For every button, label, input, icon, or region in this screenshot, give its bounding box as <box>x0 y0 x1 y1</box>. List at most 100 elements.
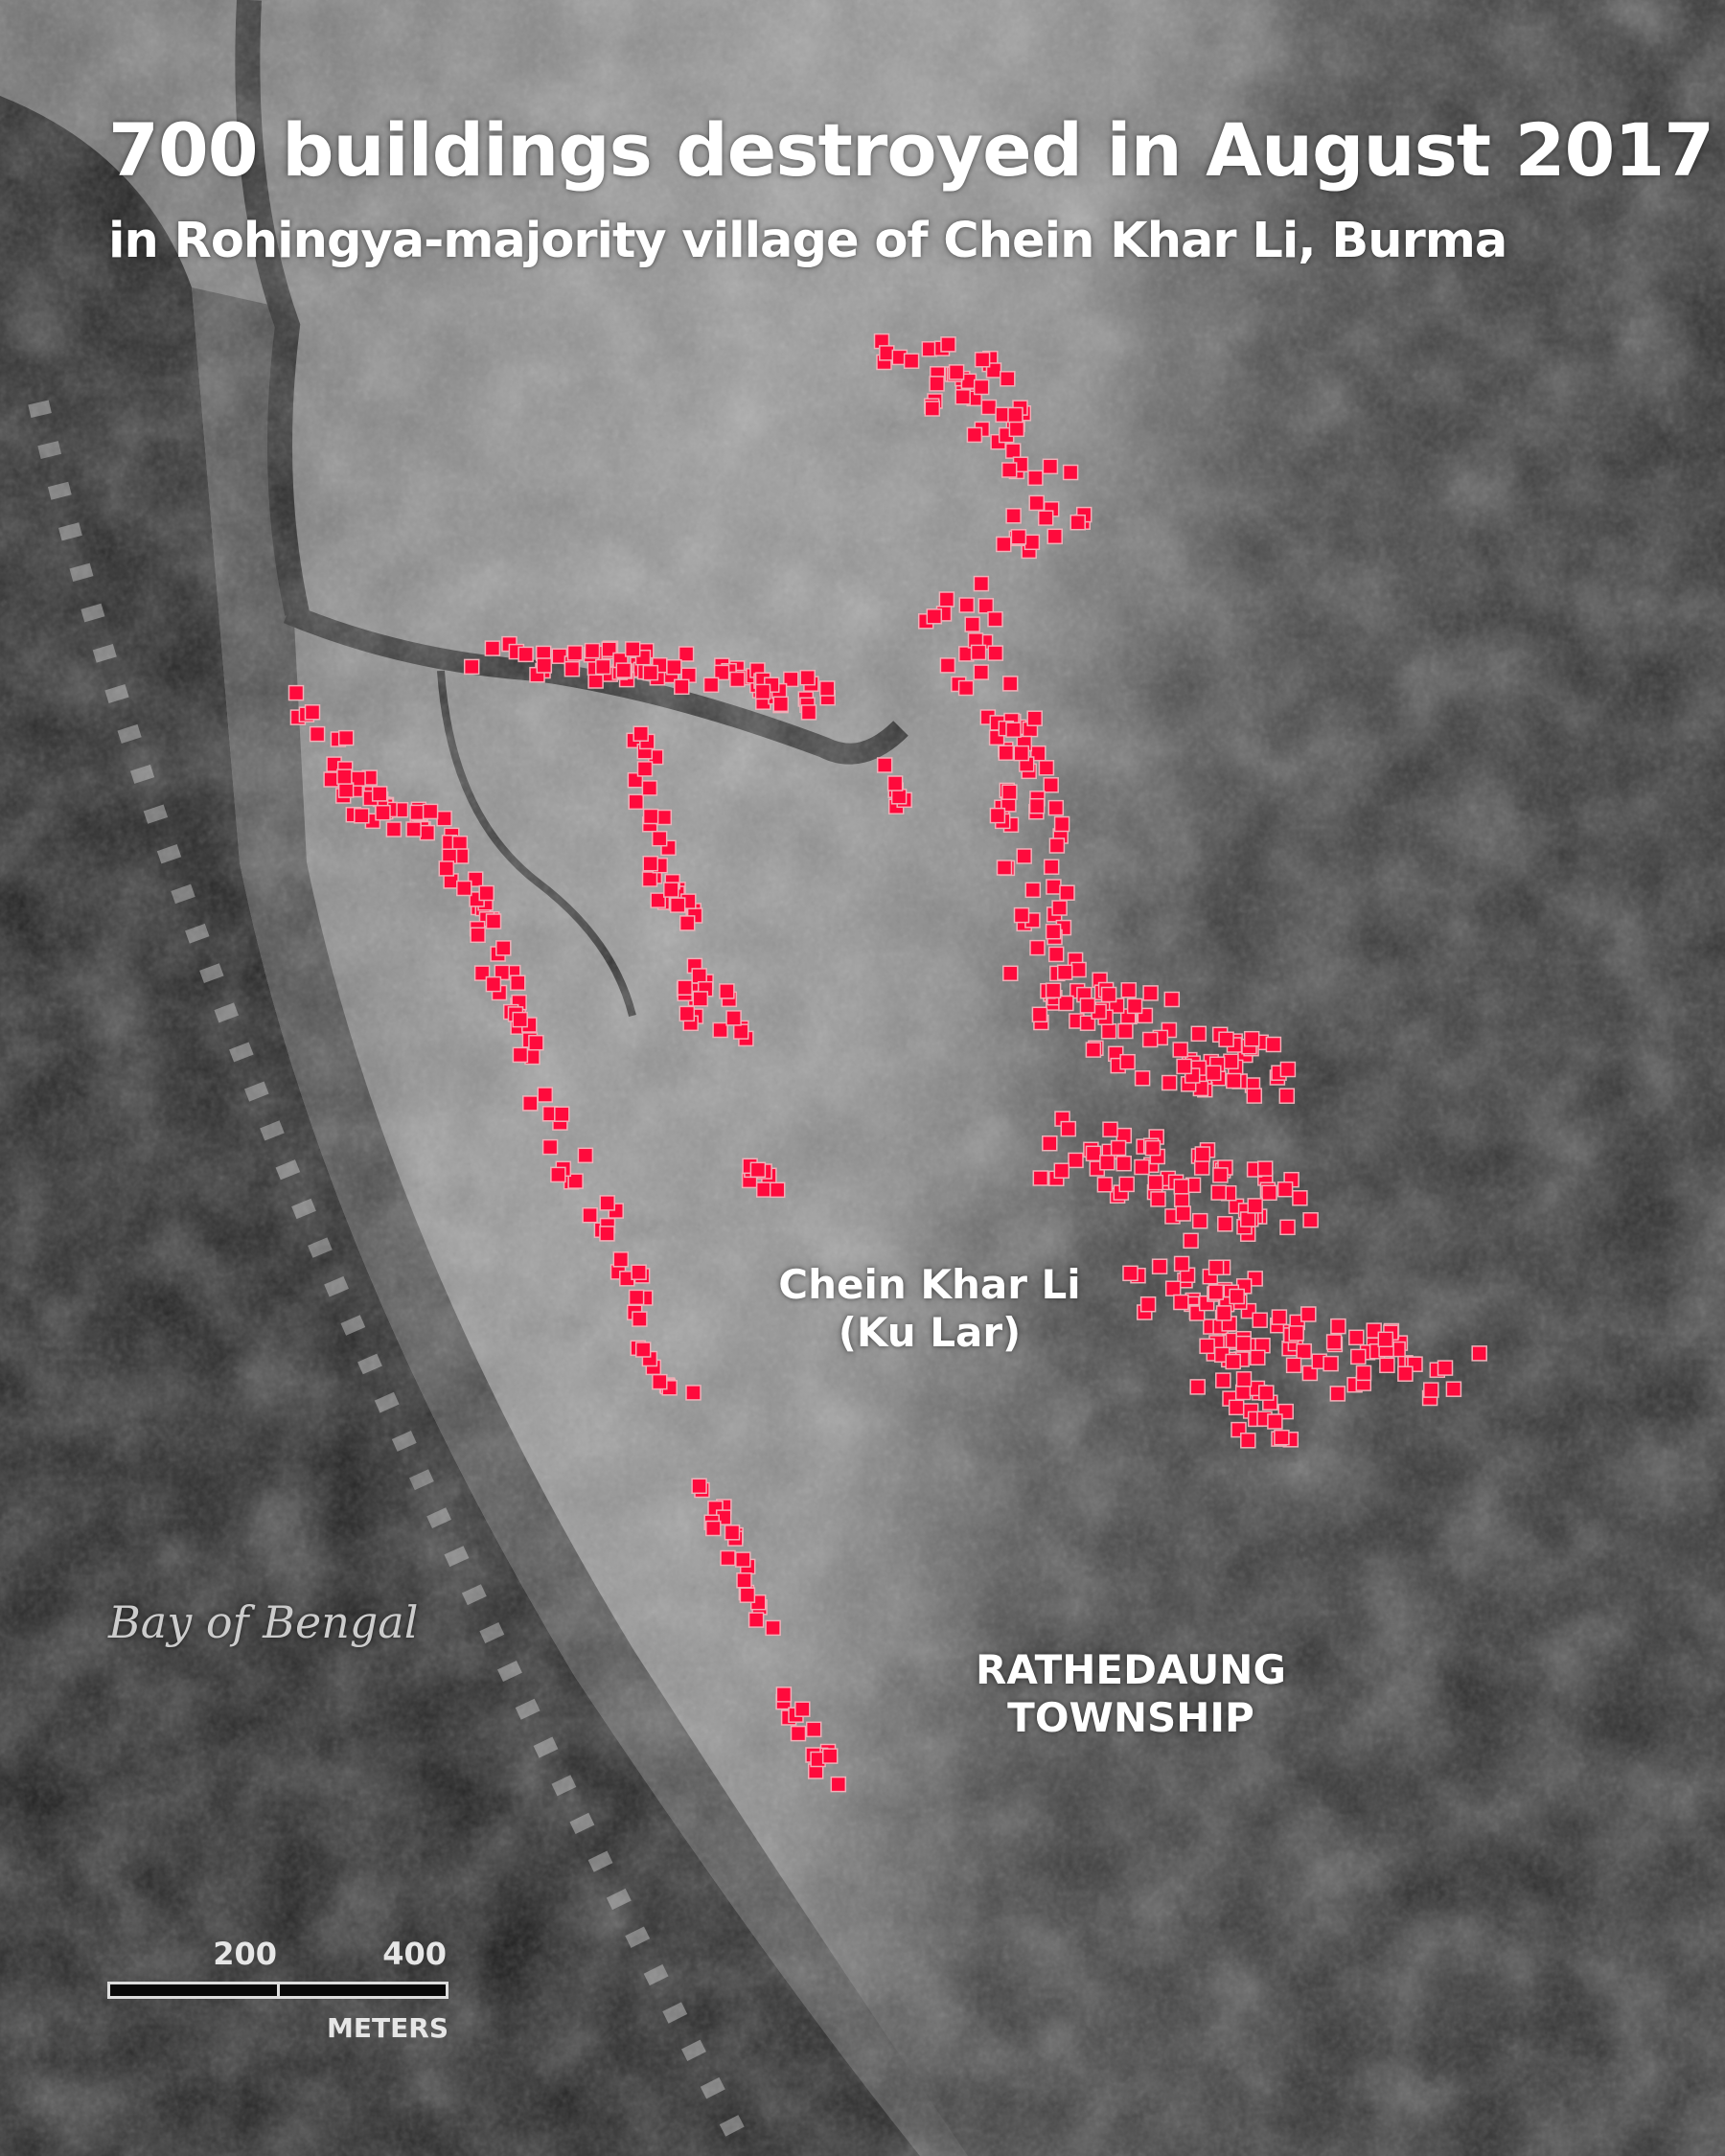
destroyed-building-marker <box>1134 1070 1151 1087</box>
destroyed-building-marker <box>958 597 976 613</box>
destroyed-building-marker <box>1126 998 1143 1015</box>
destroyed-building-marker <box>632 725 649 742</box>
destroyed-building-marker <box>1028 494 1045 512</box>
village-alt-name: (Ku Lar) <box>838 1309 1022 1356</box>
destroyed-building-marker <box>652 1373 668 1390</box>
destroyed-building-marker <box>924 401 941 417</box>
destroyed-building-marker <box>1099 1155 1116 1171</box>
destroyed-building-marker <box>1102 1121 1118 1137</box>
destroyed-building-marker <box>980 399 998 416</box>
destroyed-building-marker <box>974 352 991 368</box>
destroyed-building-marker <box>818 680 836 697</box>
destroyed-building-marker <box>1278 1088 1296 1104</box>
destroyed-building-marker <box>769 1181 786 1199</box>
destroyed-building-marker <box>1423 1382 1439 1398</box>
destroyed-building-marker <box>1161 1074 1178 1091</box>
township-line2: TOWNSHIP <box>1007 1694 1254 1741</box>
destroyed-building-marker <box>940 336 956 353</box>
destroyed-building-marker <box>438 860 455 877</box>
destroyed-building-marker <box>1208 1259 1225 1276</box>
destroyed-building-marker <box>470 927 486 944</box>
destroyed-building-marker <box>1445 1381 1462 1397</box>
destroyed-building-marker <box>522 1095 539 1112</box>
destroyed-building-marker <box>1056 964 1073 981</box>
destroyed-building-marker <box>1274 1429 1290 1446</box>
destroyed-building-marker <box>1279 1061 1297 1078</box>
destroyed-building-marker <box>582 1206 598 1224</box>
destroyed-building-marker <box>554 1106 570 1122</box>
destroyed-building-marker <box>1024 534 1041 551</box>
destroyed-building-marker <box>1120 982 1138 998</box>
map-title: 700 buildings destroyed in August 2017 <box>108 107 1714 193</box>
destroyed-building-marker <box>1053 815 1070 833</box>
township-line1: RATHEDAUNG <box>976 1646 1286 1693</box>
destroyed-building-marker <box>732 1023 749 1040</box>
destroyed-building-marker <box>1228 1399 1245 1416</box>
destroyed-building-marker <box>724 1525 741 1541</box>
destroyed-building-marker <box>612 1251 630 1268</box>
destroyed-building-marker <box>1215 1305 1232 1321</box>
destroyed-building-marker <box>685 1385 702 1401</box>
destroyed-building-marker <box>1208 1284 1225 1300</box>
destroyed-building-marker <box>1210 1184 1227 1201</box>
destroyed-building-marker <box>1250 1349 1266 1366</box>
destroyed-building-marker <box>926 608 943 625</box>
destroyed-building-marker <box>323 771 339 788</box>
destroyed-building-marker <box>1001 676 1019 692</box>
destroyed-building-marker <box>631 1264 647 1280</box>
destroyed-building-marker <box>678 1005 696 1022</box>
destroyed-building-marker <box>725 1010 742 1026</box>
destroyed-building-marker <box>678 646 695 662</box>
destroyed-building-marker <box>1029 939 1046 956</box>
destroyed-building-marker <box>495 940 512 956</box>
destroyed-building-marker <box>1265 1036 1282 1053</box>
destroyed-building-marker <box>987 645 1004 661</box>
destroyed-building-marker <box>830 1776 847 1793</box>
destroyed-building-marker <box>1164 1280 1182 1296</box>
village-name: Chein Khar Li <box>778 1261 1081 1308</box>
destroyed-building-marker <box>304 704 321 721</box>
destroyed-building-marker <box>903 353 920 369</box>
destroyed-building-marker <box>337 729 355 746</box>
destroyed-building-marker <box>1247 1198 1263 1214</box>
destroyed-building-marker <box>1068 1152 1084 1169</box>
destroyed-building-marker <box>876 757 893 773</box>
destroyed-building-marker <box>1100 1022 1117 1040</box>
destroyed-building-marker <box>755 1181 772 1198</box>
destroyed-building-marker <box>1189 1379 1206 1395</box>
destroyed-building-marker <box>1239 1211 1256 1227</box>
destroyed-building-marker <box>1348 1329 1365 1346</box>
destroyed-building-marker <box>1046 528 1063 545</box>
destroyed-building-marker <box>1279 1219 1296 1236</box>
destroyed-building-marker <box>1032 1170 1049 1186</box>
destroyed-building-marker <box>1235 1371 1253 1388</box>
destroyed-building-marker <box>1116 1155 1132 1172</box>
destroyed-building-marker <box>1079 998 1096 1014</box>
destroyed-building-marker <box>1047 799 1065 816</box>
destroyed-building-marker <box>1397 1365 1414 1382</box>
destroyed-building-marker <box>948 364 965 380</box>
destroyed-building-marker <box>790 1725 807 1742</box>
destroyed-building-marker <box>1151 1258 1168 1274</box>
destroyed-building-marker <box>692 991 709 1007</box>
destroyed-building-marker <box>528 1034 544 1051</box>
destroyed-building-marker <box>1005 508 1022 524</box>
destroyed-building-marker <box>1301 1365 1319 1382</box>
destroyed-building-marker <box>1100 986 1117 1003</box>
destroyed-building-marker <box>1229 1288 1245 1305</box>
destroyed-building-marker <box>719 983 735 999</box>
destroyed-building-marker <box>641 780 658 796</box>
destroyed-building-marker <box>1193 1159 1210 1176</box>
scale-unit: METERS <box>327 2012 448 2044</box>
destroyed-building-marker <box>775 1686 793 1703</box>
destroyed-building-marker <box>1046 879 1062 895</box>
destroyed-building-marker <box>1240 1433 1256 1449</box>
destroyed-building-marker <box>484 640 501 656</box>
destroyed-building-marker <box>354 808 370 824</box>
destroyed-building-marker <box>705 1520 722 1537</box>
destroyed-building-marker <box>1163 991 1181 1008</box>
destroyed-building-marker <box>1027 470 1044 487</box>
destroyed-building-marker <box>1141 1031 1159 1048</box>
destroyed-building-marker <box>691 1478 707 1495</box>
village-label: Chein Khar Li (Ku Lar) <box>738 1261 1121 1357</box>
